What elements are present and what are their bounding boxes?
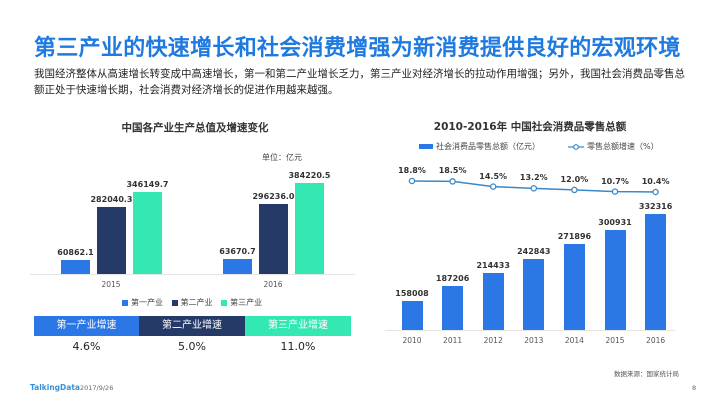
x-tick-label: 2014 [564, 336, 584, 345]
growth-rate-label: 14.5% [479, 171, 508, 181]
growth-header-tertiary: 第三产业增速 [245, 316, 351, 336]
growth-point [571, 186, 578, 194]
bar-value-label: 271896 [557, 232, 592, 242]
bar [259, 203, 288, 274]
right-chart-title: 2010-2016年 中国社会消费品零售总额 [433, 121, 627, 133]
bar-value-label: 214433 [476, 260, 510, 270]
legend-label-2: 第二产业 [180, 298, 213, 307]
bar [133, 192, 162, 274]
bar-value-label: 332316 [638, 201, 673, 211]
x-tick-label: 2016 [646, 336, 666, 345]
growth-point [652, 188, 659, 196]
bar-value-label: 296236.0 [252, 191, 295, 201]
growth-point [530, 185, 538, 192]
bar [97, 207, 126, 274]
brand-logo: TalkingData [30, 383, 80, 392]
bar [442, 286, 464, 330]
left-legend: 第一产业 第二产业 第三产业 [122, 297, 262, 308]
x-tick-label: 2010 [402, 336, 422, 345]
growth-rate-label: 10.7% [601, 176, 629, 186]
bar [604, 229, 626, 330]
x-tick-label: 2015 [101, 280, 121, 289]
growth-rate-label: 12.0% [560, 174, 589, 184]
bar-value-label: 60862.1 [57, 247, 94, 257]
bar [295, 183, 324, 274]
bar-value-label: 384220.5 [288, 171, 331, 180]
footer-date: 2017/9/26 [80, 384, 114, 392]
bar [223, 258, 252, 274]
right-baseline [385, 330, 675, 331]
growth-header-primary: 第一产业增速 [34, 316, 139, 336]
bar [645, 213, 667, 330]
growth-header-secondary: 第二产业增速 [139, 316, 245, 336]
growth-rate-label: 18.8% [398, 166, 426, 175]
bar-value-label: 282040.3 [90, 195, 133, 205]
legend-bar-label: 社会消费品零售总额（亿元） [436, 142, 540, 151]
x-tick-label: 2015 [605, 336, 625, 345]
growth-value-tertiary: 11.0% [280, 340, 316, 353]
bar-value-label: 300931 [598, 217, 632, 227]
growth-point [489, 183, 497, 190]
left-baseline [30, 274, 355, 275]
intro-paragraph: 我国经济整体从高速增长转变成中高速增长，第一和第二产业增长乏力，第三产业对经济增… [34, 68, 685, 96]
unit-label: 单位：亿元 [262, 153, 302, 162]
data-source: 数据来源：国家统计局 [614, 370, 679, 378]
growth-value-primary: 4.6% [72, 340, 101, 353]
legend-swatch-3 [221, 299, 228, 306]
legend-bar-swatch [419, 144, 433, 149]
left-chart-title: 中国各产业生产总值及增速变化 [121, 122, 269, 134]
bar-value-label: 158008 [395, 288, 429, 298]
bar-value-label: 242843 [517, 246, 551, 256]
x-tick-label: 2013 [524, 336, 544, 345]
legend-label-3: 第三产业 [230, 298, 263, 307]
growth-value-secondary: 5.0% [178, 340, 206, 353]
legend-line-label: 零售总额增速（%） [587, 142, 659, 151]
x-tick-label: 2011 [443, 336, 463, 345]
page-title: 第三产业的快速增长和社会消费增强为新消费提供良好的宏观环境 [34, 36, 681, 61]
bar-value-label: 63670.7 [219, 246, 256, 256]
legend-swatch-1 [122, 299, 128, 306]
right-legend: 社会消费品零售总额（亿元） 零售总额增速（%） [419, 141, 659, 152]
bar-value-label: 346149.7 [126, 180, 169, 190]
bar [61, 259, 90, 274]
bar-value-label: 187206 [435, 274, 470, 284]
x-tick-label: 2012 [483, 336, 503, 345]
growth-point [611, 188, 619, 195]
page-number: 8 [692, 384, 697, 392]
bar [482, 272, 504, 330]
growth-point [449, 178, 456, 185]
growth-rate-label: 10.4% [641, 177, 670, 186]
bar [523, 258, 545, 330]
legend-label-1: 第一产业 [131, 298, 163, 307]
growth-rate-label: 13.2% [519, 173, 548, 183]
legend-line-swatch [568, 143, 584, 150]
legend-swatch-2 [171, 299, 178, 306]
growth-point [408, 177, 416, 185]
bar [401, 300, 423, 330]
x-tick-label: 2016 [263, 280, 283, 289]
bar [563, 244, 585, 330]
growth-rate-label: 18.5% [438, 166, 467, 176]
